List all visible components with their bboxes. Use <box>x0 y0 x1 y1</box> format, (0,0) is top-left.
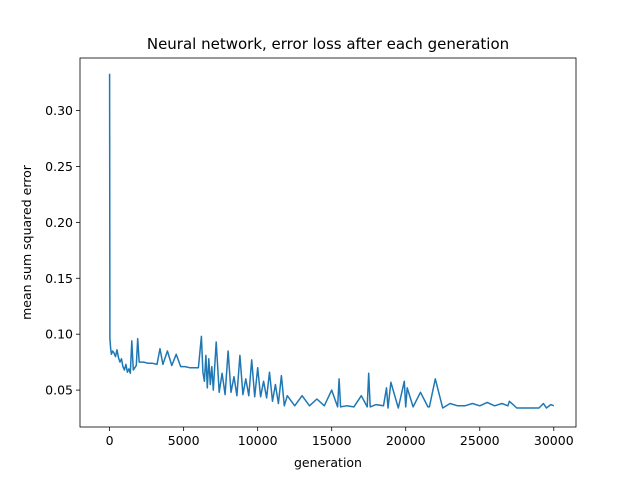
y-tick-label: 0.10 <box>45 327 73 342</box>
axes-frame <box>79 57 577 428</box>
x-tick-label: 25000 <box>460 433 500 448</box>
y-axis-label: mean sum squared error <box>19 164 34 320</box>
x-tick-label: 20000 <box>386 433 426 448</box>
y-axis-ticks: 0.05 0.10 0.15 0.20 0.25 0.30 <box>45 103 80 398</box>
x-tick-label: 30000 <box>534 433 574 448</box>
x-tick-label: 15000 <box>312 433 352 448</box>
x-tick-label: 10000 <box>238 433 278 448</box>
y-tick-label: 0.20 <box>45 215 73 230</box>
y-tick-label: 0.05 <box>45 383 73 398</box>
chart-title: Neural network, error loss after each ge… <box>147 35 509 53</box>
y-tick-label: 0.15 <box>45 271 73 286</box>
y-tick-label: 0.25 <box>45 159 73 174</box>
x-tick-label: 5000 <box>168 433 200 448</box>
x-axis-ticks: 0 5000 10000 15000 20000 25000 30000 <box>106 427 574 448</box>
x-tick-label: 0 <box>106 433 114 448</box>
x-axis-label: generation <box>294 455 362 470</box>
series-layer <box>108 73 555 409</box>
y-tick-label: 0.30 <box>45 103 73 118</box>
series-line-0 <box>108 73 555 409</box>
